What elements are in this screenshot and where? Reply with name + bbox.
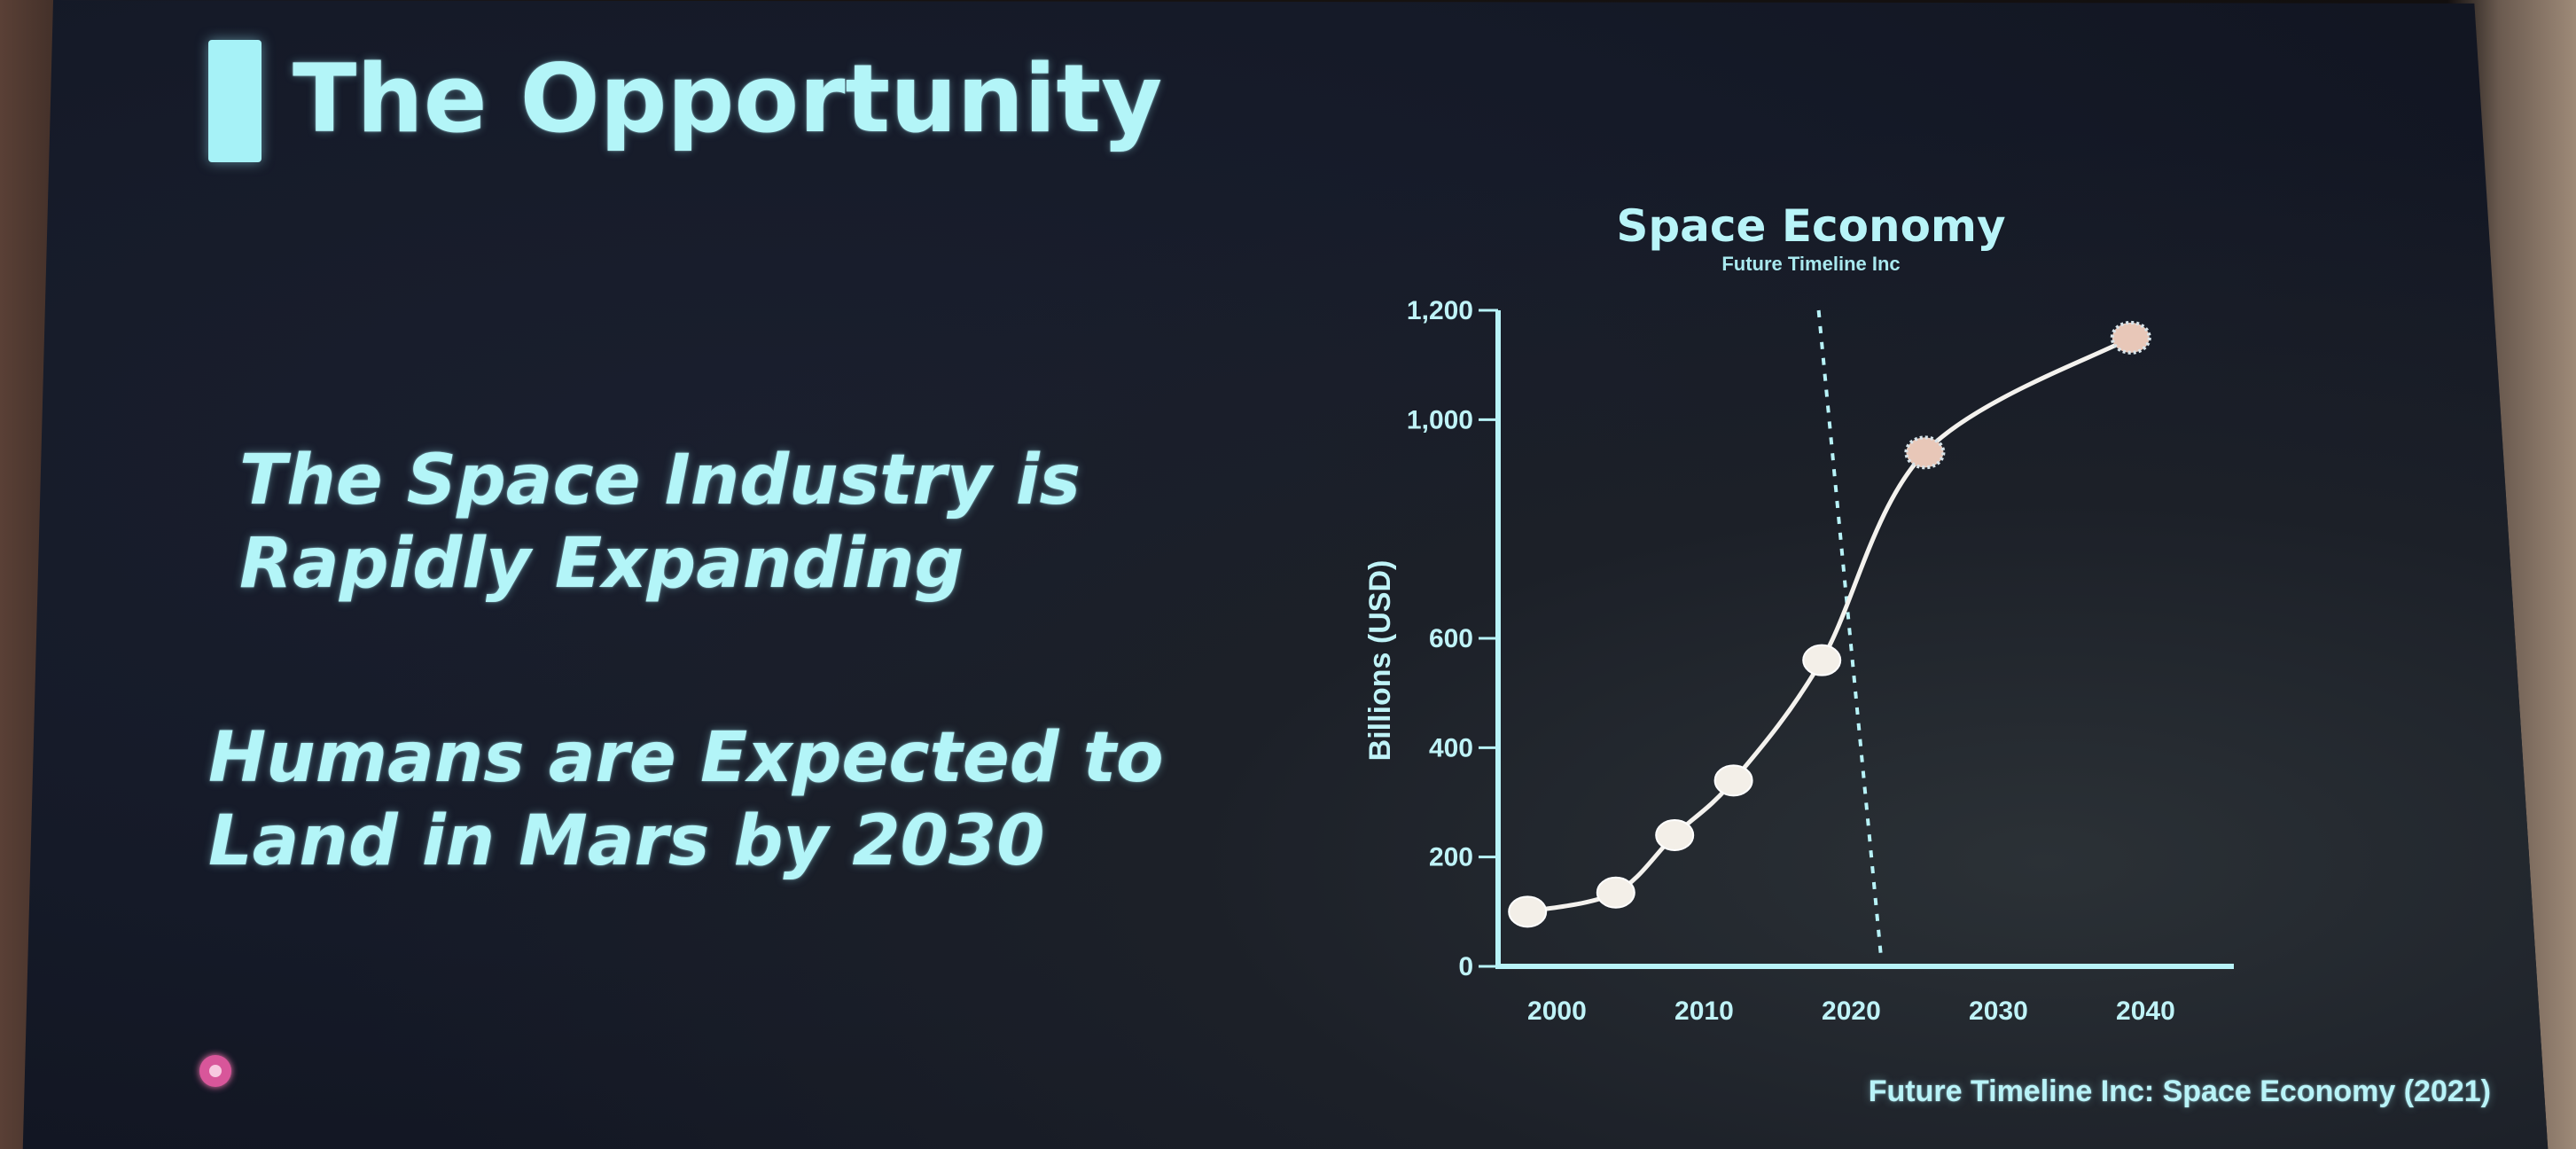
y-tick-label: 200 (1429, 843, 1473, 872)
projection-screen: The Opportunity The Space Industry is Ra… (22, 0, 2549, 1149)
bullet-line: Rapidly Expanding (239, 524, 964, 604)
x-tick-label: 2030 (1969, 997, 2028, 1026)
bullet-line: Land in Mars by 2030 (208, 801, 1045, 881)
x-tick-label: 2000 (1527, 997, 1587, 1026)
forecast-divider-line (1816, 309, 1883, 954)
data-point (1508, 895, 1548, 928)
projected-data-point (2110, 320, 2151, 355)
source-citation: Future Timeline Inc: Space Economy (2021… (1868, 1075, 2491, 1108)
y-tick-label: 1,000 (1407, 405, 1473, 434)
data-point (1655, 819, 1695, 851)
y-tick-label: 400 (1429, 733, 1473, 762)
plot-area: 0 200 400 600 1,000 1,200 2000 2010 2020 2030 2040 (1407, 296, 2234, 1026)
bullet-mars-landing: Humans are Expected to Land in Mars by 2… (208, 716, 1164, 883)
chart-subtitle: Future Timeline Inc (1721, 253, 1900, 275)
bullet-line: Humans are Expected to (208, 718, 1164, 798)
y-tick-label: 1,200 (1407, 296, 1473, 325)
slide-title: The Opportunity (293, 44, 1163, 153)
axes (1495, 310, 2234, 969)
x-tick-label: 2040 (2116, 997, 2175, 1026)
bullet-space-industry: The Space Industry is Rapidly Expanding (239, 439, 1081, 606)
data-point (1802, 644, 1842, 676)
title-accent-bar (208, 40, 262, 162)
laser-pointer-dot (199, 1055, 231, 1087)
data-point (1596, 876, 1635, 909)
y-tick-label: 0 (1458, 952, 1473, 981)
x-tick-label: 2020 (1822, 997, 1881, 1026)
chart-title: Space Economy (1616, 200, 2005, 252)
y-tick-label: 600 (1429, 624, 1473, 653)
y-axis-label: Billions (USD) (1363, 560, 1397, 762)
data-point (1713, 764, 1753, 797)
x-tick-label: 2010 (1674, 997, 1734, 1026)
projected-data-point (1904, 435, 1946, 470)
bullet-line: The Space Industry is (239, 441, 1081, 520)
